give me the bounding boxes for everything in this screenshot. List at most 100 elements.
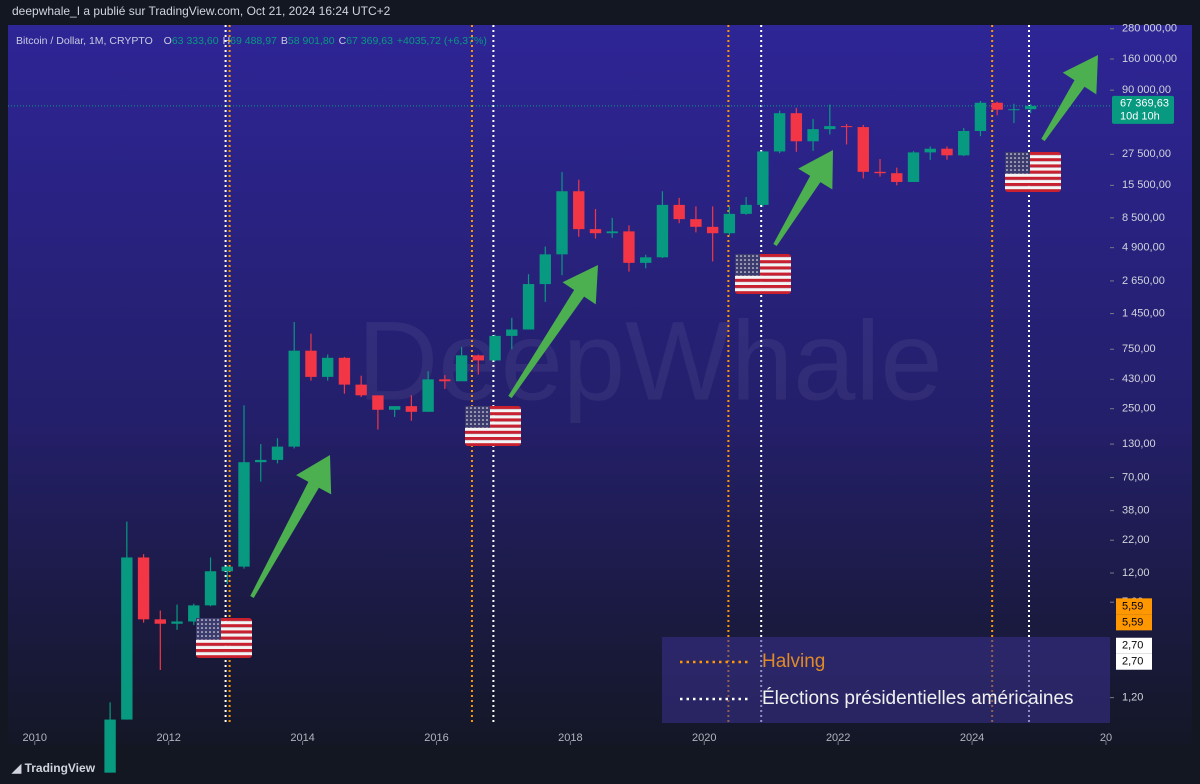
candle-body	[472, 355, 485, 361]
axis-marker-label: 2,70	[1122, 656, 1143, 668]
x-tick-label: 2016	[424, 732, 448, 744]
legend-label: Élections présidentielles américaines	[762, 688, 1074, 709]
candle-body	[589, 229, 602, 234]
candle-body	[388, 406, 401, 410]
x-tick-label: 2020	[692, 732, 716, 744]
candle-body	[539, 254, 551, 285]
candle-body	[991, 102, 1003, 110]
footer-brand: ◢ TradingView	[11, 761, 96, 775]
candle-body	[1024, 105, 1037, 110]
ohlc-key: C	[339, 35, 347, 47]
candle-body	[221, 566, 233, 572]
candle-body	[489, 335, 501, 361]
y-tick-label: 160 000,00	[1122, 53, 1177, 65]
candle-body	[238, 462, 250, 567]
candle-body	[372, 395, 384, 410]
y-tick-label: 70,00	[1122, 471, 1150, 483]
candle-body	[288, 350, 300, 447]
ohlc-value: 67 369,63	[346, 35, 393, 47]
axis-marker	[1116, 653, 1152, 670]
ohlc-value: 58 901,80	[288, 35, 335, 47]
y-tick-label: 12,00	[1122, 567, 1150, 579]
candle-body	[405, 406, 418, 412]
ohlc-key: O	[164, 35, 172, 47]
candle-body	[137, 557, 150, 620]
author-line: deepwhale_I a publié sur TradingView.com…	[12, 4, 391, 18]
candle-body	[773, 113, 786, 152]
candle-body	[455, 355, 468, 382]
ohlc-value: 69 488,97	[230, 35, 277, 47]
y-tick-label: 22,00	[1122, 534, 1150, 546]
candle-body	[690, 219, 702, 227]
y-tick-label: 280 000,00	[1122, 23, 1177, 35]
candle-body	[706, 226, 719, 234]
countdown: 10d 10h	[1120, 111, 1160, 123]
candle-body	[422, 379, 434, 412]
legend: Halving Élections présidentielles américa…	[680, 651, 1074, 709]
arrow	[1041, 55, 1098, 142]
candle-body	[573, 191, 585, 230]
y-tick-label: 2 650,00	[1122, 275, 1165, 287]
candle-body	[891, 173, 903, 182]
candle-body	[941, 148, 953, 156]
candle-body	[355, 384, 367, 396]
axis-marker-label: 5,59	[1122, 600, 1143, 612]
arrow	[508, 265, 598, 399]
candle-body	[907, 152, 920, 182]
y-tick-label: 250,00	[1122, 403, 1156, 415]
y-tick-label: 15 500,00	[1122, 179, 1171, 191]
arrow	[250, 455, 332, 598]
y-tick-label: 430,00	[1122, 373, 1156, 385]
y-tick-label: 750,00	[1122, 343, 1156, 355]
axis-marker-label: 2,70	[1122, 640, 1143, 652]
ohlc-key: B	[281, 35, 288, 47]
candle-body	[807, 129, 819, 142]
axis-marker	[1116, 614, 1152, 631]
candle-body	[924, 148, 936, 153]
y-tick-label: 8 500,00	[1122, 212, 1165, 224]
symbol: Bitcoin / Dollar, 1M, CRYPTO	[16, 35, 153, 47]
candle-body	[857, 127, 869, 172]
candle-body	[757, 151, 769, 205]
ohlc-value: 63 333,60	[172, 35, 219, 47]
candle-body	[840, 126, 853, 128]
annotations	[196, 55, 1098, 658]
x-tick-label: 2022	[826, 732, 850, 744]
candle-body	[1008, 109, 1020, 111]
symbol-legend: Bitcoin / Dollar, 1M, CRYPTO O63 333,60H…	[16, 35, 487, 47]
us-flag	[1005, 152, 1061, 192]
candle-body	[439, 379, 451, 382]
arrow	[773, 150, 833, 247]
y-tick-label: 1,20	[1122, 692, 1143, 704]
x-tick-label: 20	[1100, 732, 1112, 744]
axis-marker	[1116, 598, 1152, 615]
candle-body	[623, 231, 635, 263]
plot	[8, 25, 1110, 773]
last-price-label: 67 369,63	[1120, 98, 1169, 110]
candle-body	[824, 126, 836, 130]
change: +4035,72 (+6,37%)	[397, 35, 487, 47]
candle-body	[723, 213, 736, 234]
candle-body	[154, 619, 167, 624]
y-tick-label: 38,00	[1122, 505, 1150, 517]
candle-body	[305, 350, 317, 377]
x-tick-label: 2018	[558, 732, 582, 744]
us-flag	[465, 406, 521, 446]
axis-marker-label: 5,59	[1122, 616, 1143, 628]
y-tick-label: 90 000,00	[1122, 84, 1171, 96]
candle-body	[506, 329, 518, 336]
axis-marker	[1116, 637, 1152, 654]
legend-label: Halving	[762, 651, 825, 672]
logo: ◢	[11, 761, 25, 775]
x-tick-label: 2014	[290, 732, 314, 744]
candle-body	[271, 446, 284, 460]
candle-body	[974, 102, 987, 132]
candle-body	[673, 204, 685, 220]
last-price-box	[1112, 95, 1174, 124]
y-tick-label: 4 900,00	[1122, 242, 1165, 254]
brand: TradingView	[25, 761, 96, 775]
candle-body	[338, 357, 351, 385]
candle-body	[321, 357, 334, 377]
